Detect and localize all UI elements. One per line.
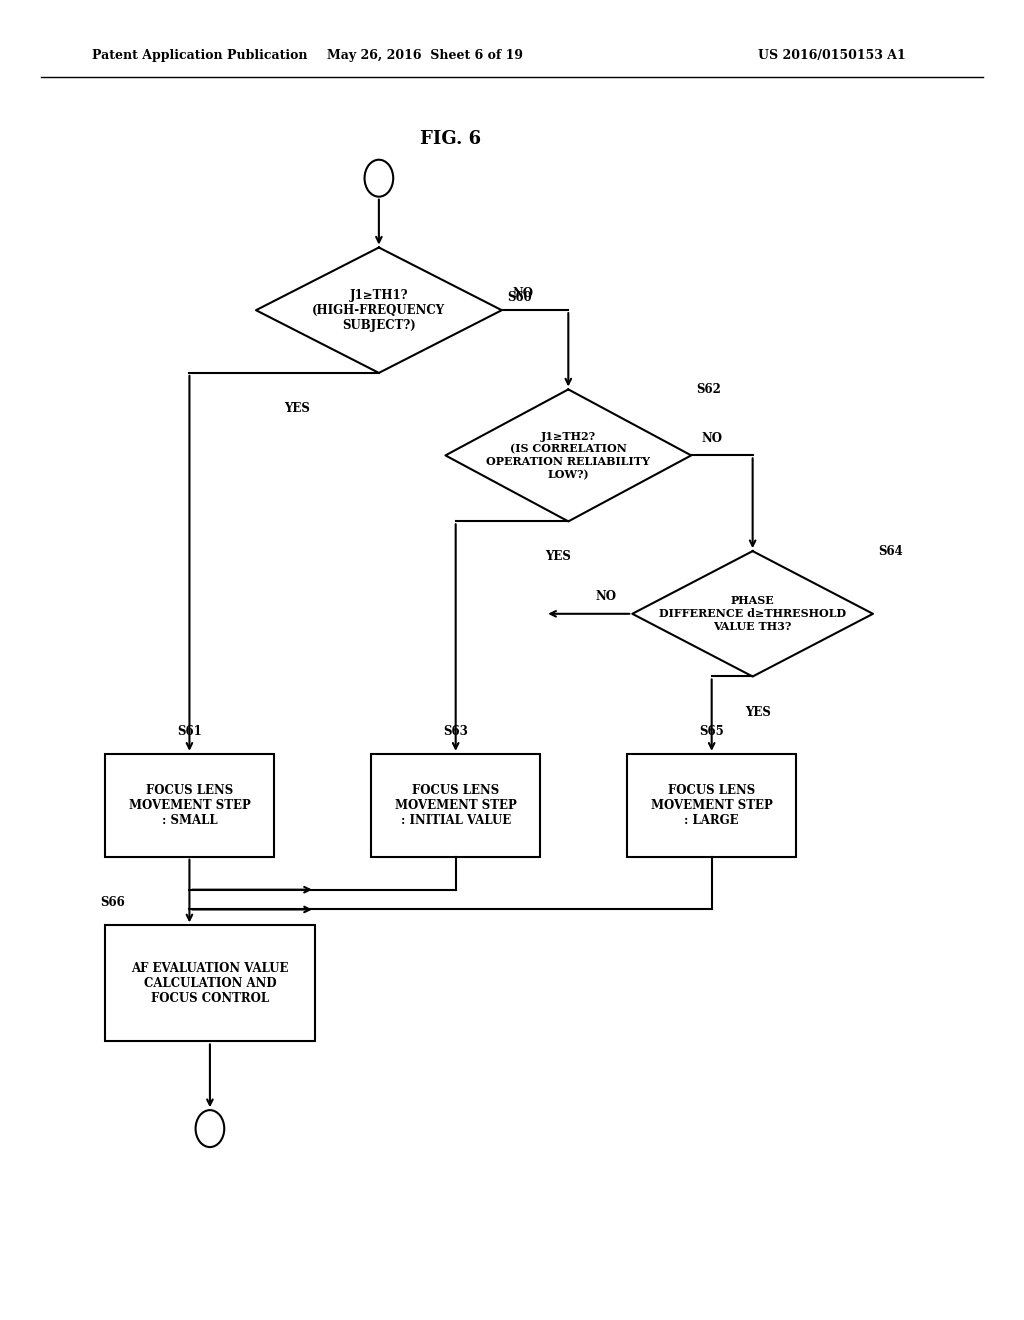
Text: S65: S65 [699, 725, 724, 738]
Text: NO: NO [701, 432, 723, 445]
Text: NO: NO [596, 590, 616, 603]
Text: US 2016/0150153 A1: US 2016/0150153 A1 [759, 49, 906, 62]
Text: FOCUS LENS
MOVEMENT STEP
: INITIAL VALUE: FOCUS LENS MOVEMENT STEP : INITIAL VALUE [395, 784, 516, 826]
Text: AF EVALUATION VALUE
CALCULATION AND
FOCUS CONTROL: AF EVALUATION VALUE CALCULATION AND FOCU… [131, 962, 289, 1005]
Text: NO: NO [512, 286, 534, 300]
Text: PHASE
DIFFERENCE d≥THRESHOLD
VALUE TH3?: PHASE DIFFERENCE d≥THRESHOLD VALUE TH3? [659, 595, 846, 632]
Text: S60: S60 [507, 290, 531, 304]
Text: S63: S63 [443, 725, 468, 738]
Text: YES: YES [284, 401, 310, 414]
Polygon shape [445, 389, 691, 521]
Text: YES: YES [744, 705, 771, 718]
Text: FOCUS LENS
MOVEMENT STEP
: SMALL: FOCUS LENS MOVEMENT STEP : SMALL [129, 784, 250, 826]
Circle shape [365, 160, 393, 197]
Text: May 26, 2016  Sheet 6 of 19: May 26, 2016 Sheet 6 of 19 [327, 49, 523, 62]
Text: S64: S64 [879, 545, 903, 557]
Polygon shape [256, 248, 502, 372]
Polygon shape [632, 552, 872, 676]
Text: S62: S62 [696, 383, 721, 396]
Text: S61: S61 [177, 725, 202, 738]
Text: YES: YES [545, 550, 571, 564]
Text: Patent Application Publication: Patent Application Publication [92, 49, 307, 62]
FancyBboxPatch shape [371, 754, 541, 857]
Text: J1≥TH2?
(IS CORRELATION
OPERATION RELIABILITY
LOW?): J1≥TH2? (IS CORRELATION OPERATION RELIAB… [486, 430, 650, 480]
FancyBboxPatch shape [627, 754, 797, 857]
Text: S66: S66 [99, 896, 125, 909]
Text: FIG. 6: FIG. 6 [420, 129, 481, 148]
Circle shape [196, 1110, 224, 1147]
Text: J1≥TH1?
(HIGH-FREQUENCY
SUBJECT?): J1≥TH1? (HIGH-FREQUENCY SUBJECT?) [312, 289, 445, 331]
FancyBboxPatch shape [104, 925, 315, 1041]
FancyBboxPatch shape [104, 754, 274, 857]
Text: FOCUS LENS
MOVEMENT STEP
: LARGE: FOCUS LENS MOVEMENT STEP : LARGE [651, 784, 772, 826]
